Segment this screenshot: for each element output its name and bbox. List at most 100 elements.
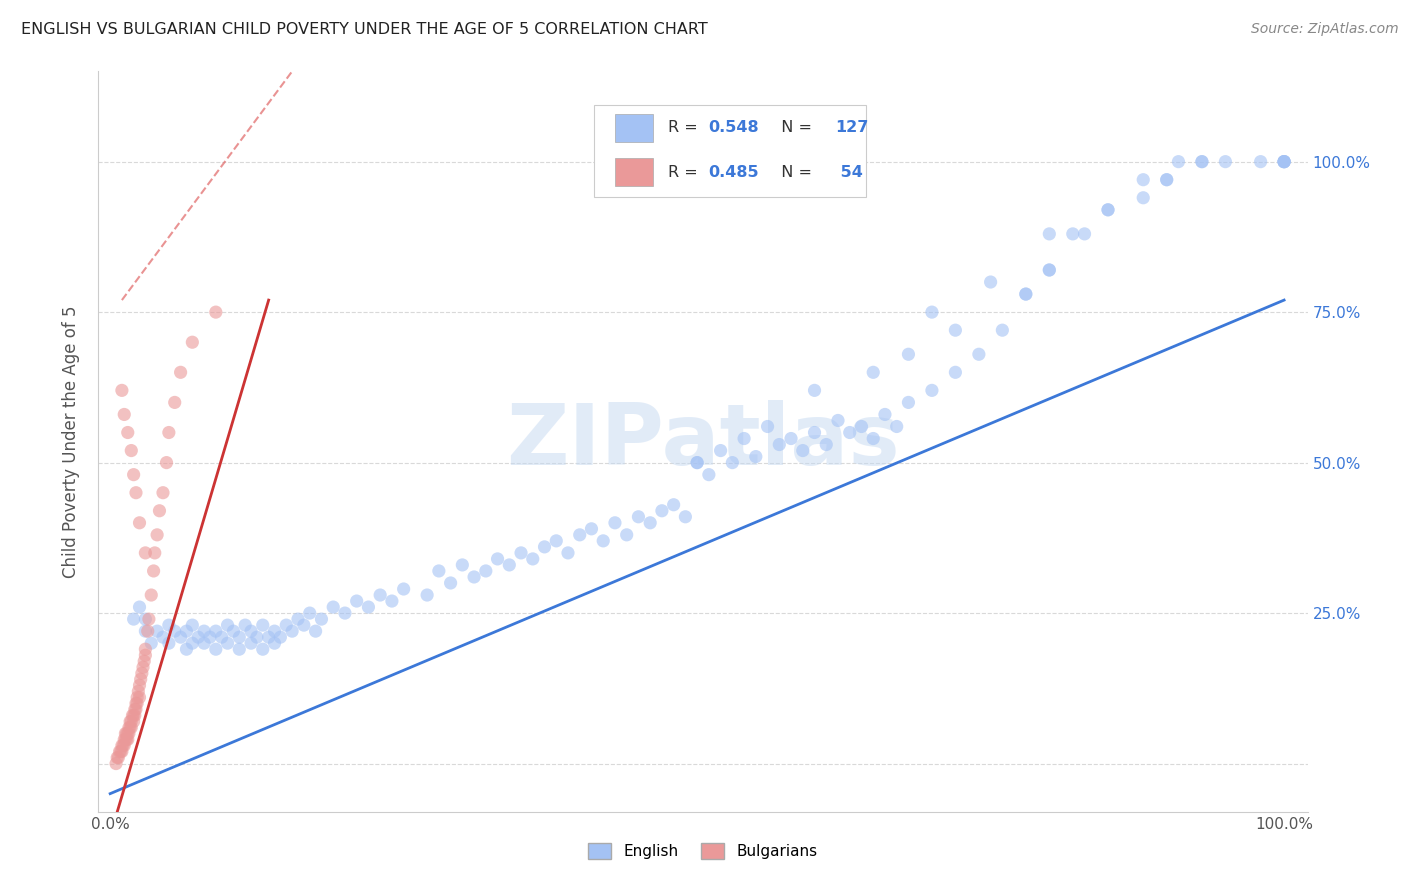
English	[686, 456, 709, 470]
Bulgarians	[148, 504, 170, 518]
English	[967, 347, 990, 361]
English	[1250, 154, 1272, 169]
Text: ZIPatlas: ZIPatlas	[506, 400, 900, 483]
English	[991, 323, 1014, 337]
Bulgarians	[127, 690, 149, 705]
English	[176, 642, 198, 657]
English	[128, 600, 150, 615]
Bulgarians	[129, 673, 152, 687]
English	[1062, 227, 1084, 241]
Bulgarians	[132, 660, 155, 674]
Bulgarians	[142, 564, 165, 578]
English	[163, 624, 186, 639]
Bulgarians	[134, 654, 156, 668]
Bulgarians	[136, 624, 159, 639]
English	[815, 437, 838, 451]
Bulgarians	[181, 335, 204, 350]
English	[1156, 172, 1178, 186]
English	[298, 606, 321, 620]
English	[827, 413, 849, 427]
Legend: English, Bulgarians: English, Bulgarians	[581, 836, 825, 867]
Text: N =: N =	[770, 164, 817, 179]
Bulgarians	[112, 408, 135, 422]
Text: ENGLISH VS BULGARIAN CHILD POVERTY UNDER THE AGE OF 5 CORRELATION CHART: ENGLISH VS BULGARIAN CHILD POVERTY UNDER…	[21, 22, 707, 37]
Bulgarians	[111, 739, 134, 753]
English	[780, 432, 803, 446]
Bulgarians	[155, 456, 177, 470]
Text: 0.548: 0.548	[707, 120, 758, 136]
English	[921, 384, 943, 398]
Bulgarians	[138, 612, 160, 626]
Bulgarians	[131, 666, 153, 681]
English	[627, 509, 650, 524]
English	[1272, 154, 1295, 169]
English	[897, 395, 920, 409]
English	[1015, 287, 1038, 301]
English	[134, 624, 156, 639]
English	[146, 624, 169, 639]
Bulgarians	[163, 395, 186, 409]
English	[263, 636, 285, 650]
Bulgarians	[112, 739, 135, 753]
Bulgarians	[124, 708, 146, 723]
English	[269, 630, 291, 644]
English	[427, 564, 450, 578]
Bulgarians	[120, 721, 142, 735]
English	[187, 630, 209, 644]
English	[451, 558, 474, 572]
English	[862, 432, 884, 446]
English	[222, 624, 245, 639]
Bulgarians	[124, 702, 146, 716]
English	[838, 425, 860, 440]
Text: N =: N =	[770, 120, 817, 136]
Bulgarians	[134, 546, 156, 560]
English	[862, 365, 884, 379]
English	[651, 504, 673, 518]
Text: 54: 54	[835, 164, 863, 179]
Bulgarians	[125, 697, 148, 711]
Bulgarians	[112, 739, 135, 753]
Bulgarians	[118, 721, 141, 735]
English	[510, 546, 533, 560]
English	[157, 618, 180, 632]
English	[486, 552, 509, 566]
Bulgarians	[120, 721, 142, 735]
English	[304, 624, 326, 639]
Bulgarians	[114, 732, 136, 747]
Bulgarians	[128, 516, 150, 530]
English	[475, 564, 498, 578]
English	[141, 636, 163, 650]
English	[851, 419, 873, 434]
English	[228, 642, 250, 657]
English	[122, 612, 145, 626]
English	[745, 450, 768, 464]
Bulgarians	[121, 708, 143, 723]
English	[522, 552, 544, 566]
English	[157, 636, 180, 650]
English	[498, 558, 520, 572]
Bulgarians	[105, 756, 128, 771]
English	[756, 419, 779, 434]
English	[616, 528, 638, 542]
Bulgarians	[111, 745, 134, 759]
Bulgarians	[117, 726, 139, 740]
English	[211, 630, 233, 644]
English	[322, 600, 344, 615]
English	[181, 636, 204, 650]
English	[603, 516, 626, 530]
English	[733, 432, 755, 446]
English	[768, 437, 790, 451]
English	[439, 576, 461, 591]
Text: Source: ZipAtlas.com: Source: ZipAtlas.com	[1251, 22, 1399, 37]
English	[276, 618, 298, 632]
Bulgarians	[111, 384, 134, 398]
English	[193, 624, 215, 639]
English	[240, 636, 263, 650]
Bulgarians	[105, 750, 128, 764]
English	[240, 624, 263, 639]
English	[1215, 154, 1237, 169]
Bar	[614, 158, 654, 186]
English	[392, 582, 415, 596]
Bulgarians	[134, 642, 156, 657]
English	[921, 305, 943, 319]
